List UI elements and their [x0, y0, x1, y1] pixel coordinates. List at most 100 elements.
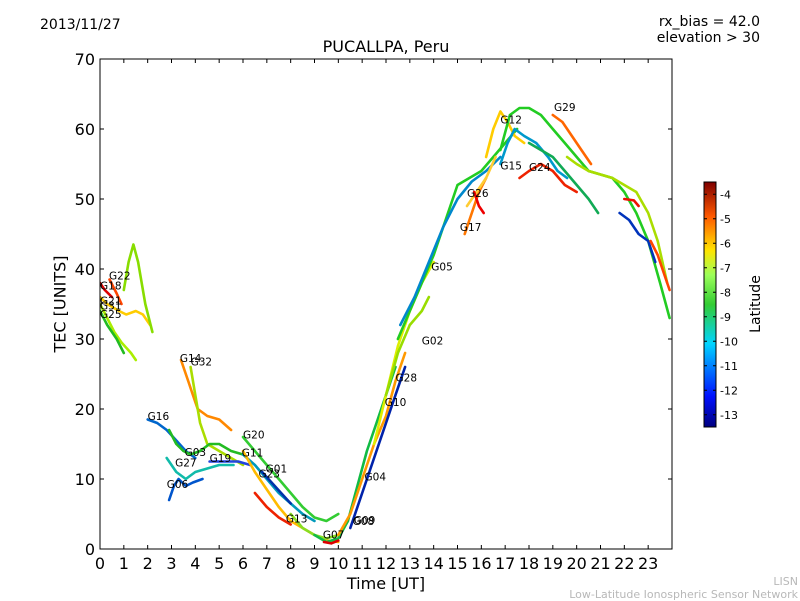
satellite-label-g17: G17: [460, 222, 482, 234]
x-tick-label: 6: [238, 554, 248, 573]
x-tick-label: 3: [166, 554, 176, 573]
series-g06: [167, 477, 204, 502]
colorbar-tick-label: -12: [720, 384, 738, 397]
y-tick-label: 0: [85, 540, 95, 559]
series-g25: [100, 309, 126, 355]
x-tick-label: 13: [400, 554, 420, 573]
series-g29: [551, 113, 593, 166]
x-tick-label: 2: [143, 554, 153, 573]
series-g30c: [649, 239, 671, 292]
satellite-label-g07: G07: [323, 530, 345, 542]
satellite-label-g03: G03: [185, 447, 207, 459]
x-tick-label: 15: [447, 554, 467, 573]
x-tick-label: 5: [214, 554, 224, 573]
series-g13: [253, 491, 292, 526]
colorbar-tick-label: -4: [720, 188, 731, 201]
satellite-label-g14: G14: [180, 353, 202, 365]
series-g11: [241, 453, 316, 523]
x-tick-label: 11: [352, 554, 372, 573]
series-g18: [100, 281, 114, 299]
satellite-label-g06: G06: [167, 479, 189, 491]
colorbar-tick-label: -13: [720, 409, 738, 422]
satellite-label-g32: G32: [191, 357, 213, 369]
satellite-label-g15: G15: [500, 161, 522, 173]
colorbar-tick-label: -5: [720, 213, 731, 226]
series-g26: [465, 155, 497, 208]
series-g19: [208, 460, 252, 467]
series-g02: [384, 295, 431, 397]
satellite-label-g05: G05: [431, 261, 453, 273]
series-g10: [349, 365, 407, 530]
colorbar-tick-label: -9: [720, 311, 731, 324]
y-tick-label: 30: [75, 330, 95, 349]
series-g05: [396, 127, 519, 341]
series-g12: [484, 110, 526, 159]
satellite-label-g28: G28: [396, 373, 418, 385]
x-tick-label: 7: [262, 554, 272, 573]
colorbar-tick-label: -7: [720, 262, 731, 275]
series-g30b: [623, 197, 640, 208]
colorbar-tick-label: -6: [720, 237, 731, 250]
satellite-label-g13: G13: [286, 513, 308, 525]
series-g01: [260, 470, 292, 505]
satellite-label-g25: G25: [100, 309, 122, 321]
x-tick-label: 23: [638, 554, 658, 573]
footer-org-full: Low-Latitude Ionospheric Sensor Network: [569, 588, 798, 601]
rx-bias-label: rx_bias = 42.0: [658, 14, 760, 30]
colorbar-tick-label: -11: [720, 360, 738, 373]
satellite-label-g23: G23: [258, 469, 280, 481]
satellite-label-g10: G10: [385, 397, 407, 409]
satellite-label-g24: G24: [529, 162, 551, 174]
satellite-label-g18: G18: [100, 280, 122, 292]
x-tick-label: 16: [471, 554, 491, 573]
series-g20: [241, 435, 340, 523]
series-g32: [189, 365, 245, 467]
series-g03: [167, 428, 245, 456]
satellite-label-g12: G12: [500, 114, 522, 126]
series-g25b: [122, 243, 154, 334]
series-g27: [165, 456, 235, 481]
colorbar-tick-label: -8: [720, 286, 731, 299]
y-tick-label: 70: [75, 50, 95, 69]
x-tick-label: 19: [543, 554, 563, 573]
satellite-label-g19: G19: [210, 453, 232, 465]
satellite-label-g02: G02: [422, 336, 444, 348]
series-g21: [100, 302, 138, 362]
elevation-label: elevation > 30: [656, 30, 760, 46]
series-g30: [618, 211, 657, 264]
y-tick-label: 50: [75, 190, 95, 209]
series-g24b: [527, 141, 600, 215]
chart-title: PUCALLPA, Peru: [322, 37, 450, 56]
series-g29b: [565, 155, 669, 285]
series-g22: [108, 278, 123, 306]
x-tick-label: 1: [119, 554, 129, 573]
x-tick-label: 17: [495, 554, 515, 573]
satellite-label-g26: G26: [467, 188, 489, 200]
satellite-label-g04: G04: [365, 471, 387, 483]
series-g31: [100, 295, 152, 327]
satellite-label-g29: G29: [554, 102, 576, 114]
series-g26b: [472, 190, 485, 215]
axis-layer: 0 1 2 3 4 5 6 7 8 9 10 11 12 13 14 15 16 17 18 19 20 21 22 2301…: [75, 50, 672, 573]
x-tick-label: 20: [566, 554, 586, 573]
satellite-label-g27: G27: [175, 457, 197, 469]
colorbar-tick-label: -10: [720, 335, 738, 348]
x-axis-label: Time [UT]: [346, 574, 426, 593]
satellite-label-g08: G08: [353, 516, 375, 528]
satellite-label-g16: G16: [148, 411, 170, 423]
x-tick-label: 0: [95, 554, 105, 573]
y-tick-label: 40: [75, 260, 95, 279]
series-layer: [100, 106, 671, 545]
series-g12b: [499, 106, 671, 320]
satellite-label-g22: G22: [109, 271, 131, 283]
footer-credit: LISN Low-Latitude Ionospheric Sensor Net…: [569, 575, 798, 601]
x-tick-label: 9: [309, 554, 319, 573]
satellite-label-g09: G09: [354, 515, 376, 527]
satellite-label-g11: G11: [242, 448, 264, 460]
series-g24: [518, 162, 578, 194]
series-g09: [322, 539, 340, 545]
y-tick-label: 10: [75, 470, 95, 489]
chart-date: 2013/11/27: [40, 17, 121, 33]
